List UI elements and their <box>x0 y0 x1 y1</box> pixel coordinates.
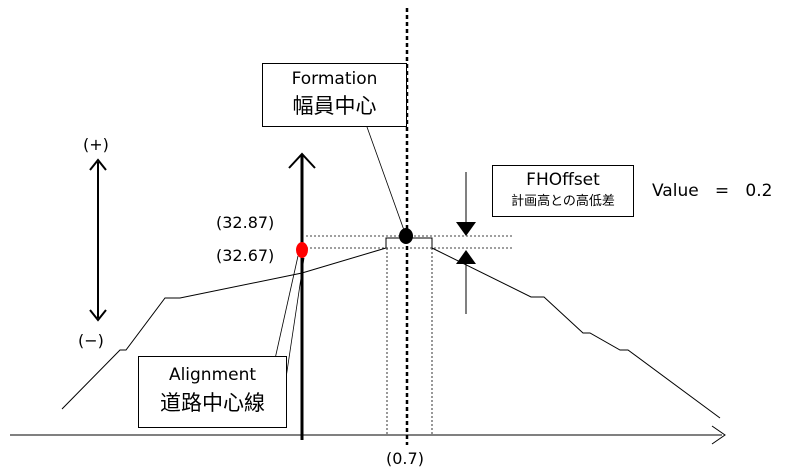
plus-direction-label: (+) <box>83 135 109 154</box>
fhoffset-dimension <box>456 172 476 314</box>
alignment-center-line <box>288 152 316 440</box>
road-profile-right <box>431 247 721 419</box>
alignment-label-en: Alignment <box>168 365 257 385</box>
lower-elevation-label: (32.67) <box>216 246 275 265</box>
value-number: 0.2 <box>745 181 773 201</box>
formation-box: Formation 幅員中心 <box>262 63 407 127</box>
formation-label-ja: 幅員中心 <box>292 94 377 118</box>
value-readout: Value = 0.2 <box>652 181 772 201</box>
formation-point <box>399 228 413 244</box>
offset-label: (0.7) <box>386 449 424 468</box>
alignment-label-ja: 道路中心線 <box>160 391 265 415</box>
fhoffset-label-ja: 計画高との高低差 <box>511 194 615 209</box>
leader-lines <box>274 126 406 379</box>
dotted-guides <box>306 235 512 435</box>
formation-label-en: Formation <box>291 69 378 89</box>
value-equals: = <box>714 181 730 201</box>
baseline-axis <box>10 425 726 445</box>
upper-elevation-label: (32.87) <box>216 213 275 232</box>
value-label: Value <box>652 181 699 201</box>
alignment-box: Alignment 道路中心線 <box>138 356 287 428</box>
minus-direction-label: (−) <box>78 331 104 350</box>
direction-arrow <box>89 158 107 322</box>
alignment-point <box>296 242 308 258</box>
fhoffset-label-en: FHOffset <box>526 170 600 190</box>
fhoffset-box: FHOffset 計画高との高低差 <box>492 165 634 217</box>
